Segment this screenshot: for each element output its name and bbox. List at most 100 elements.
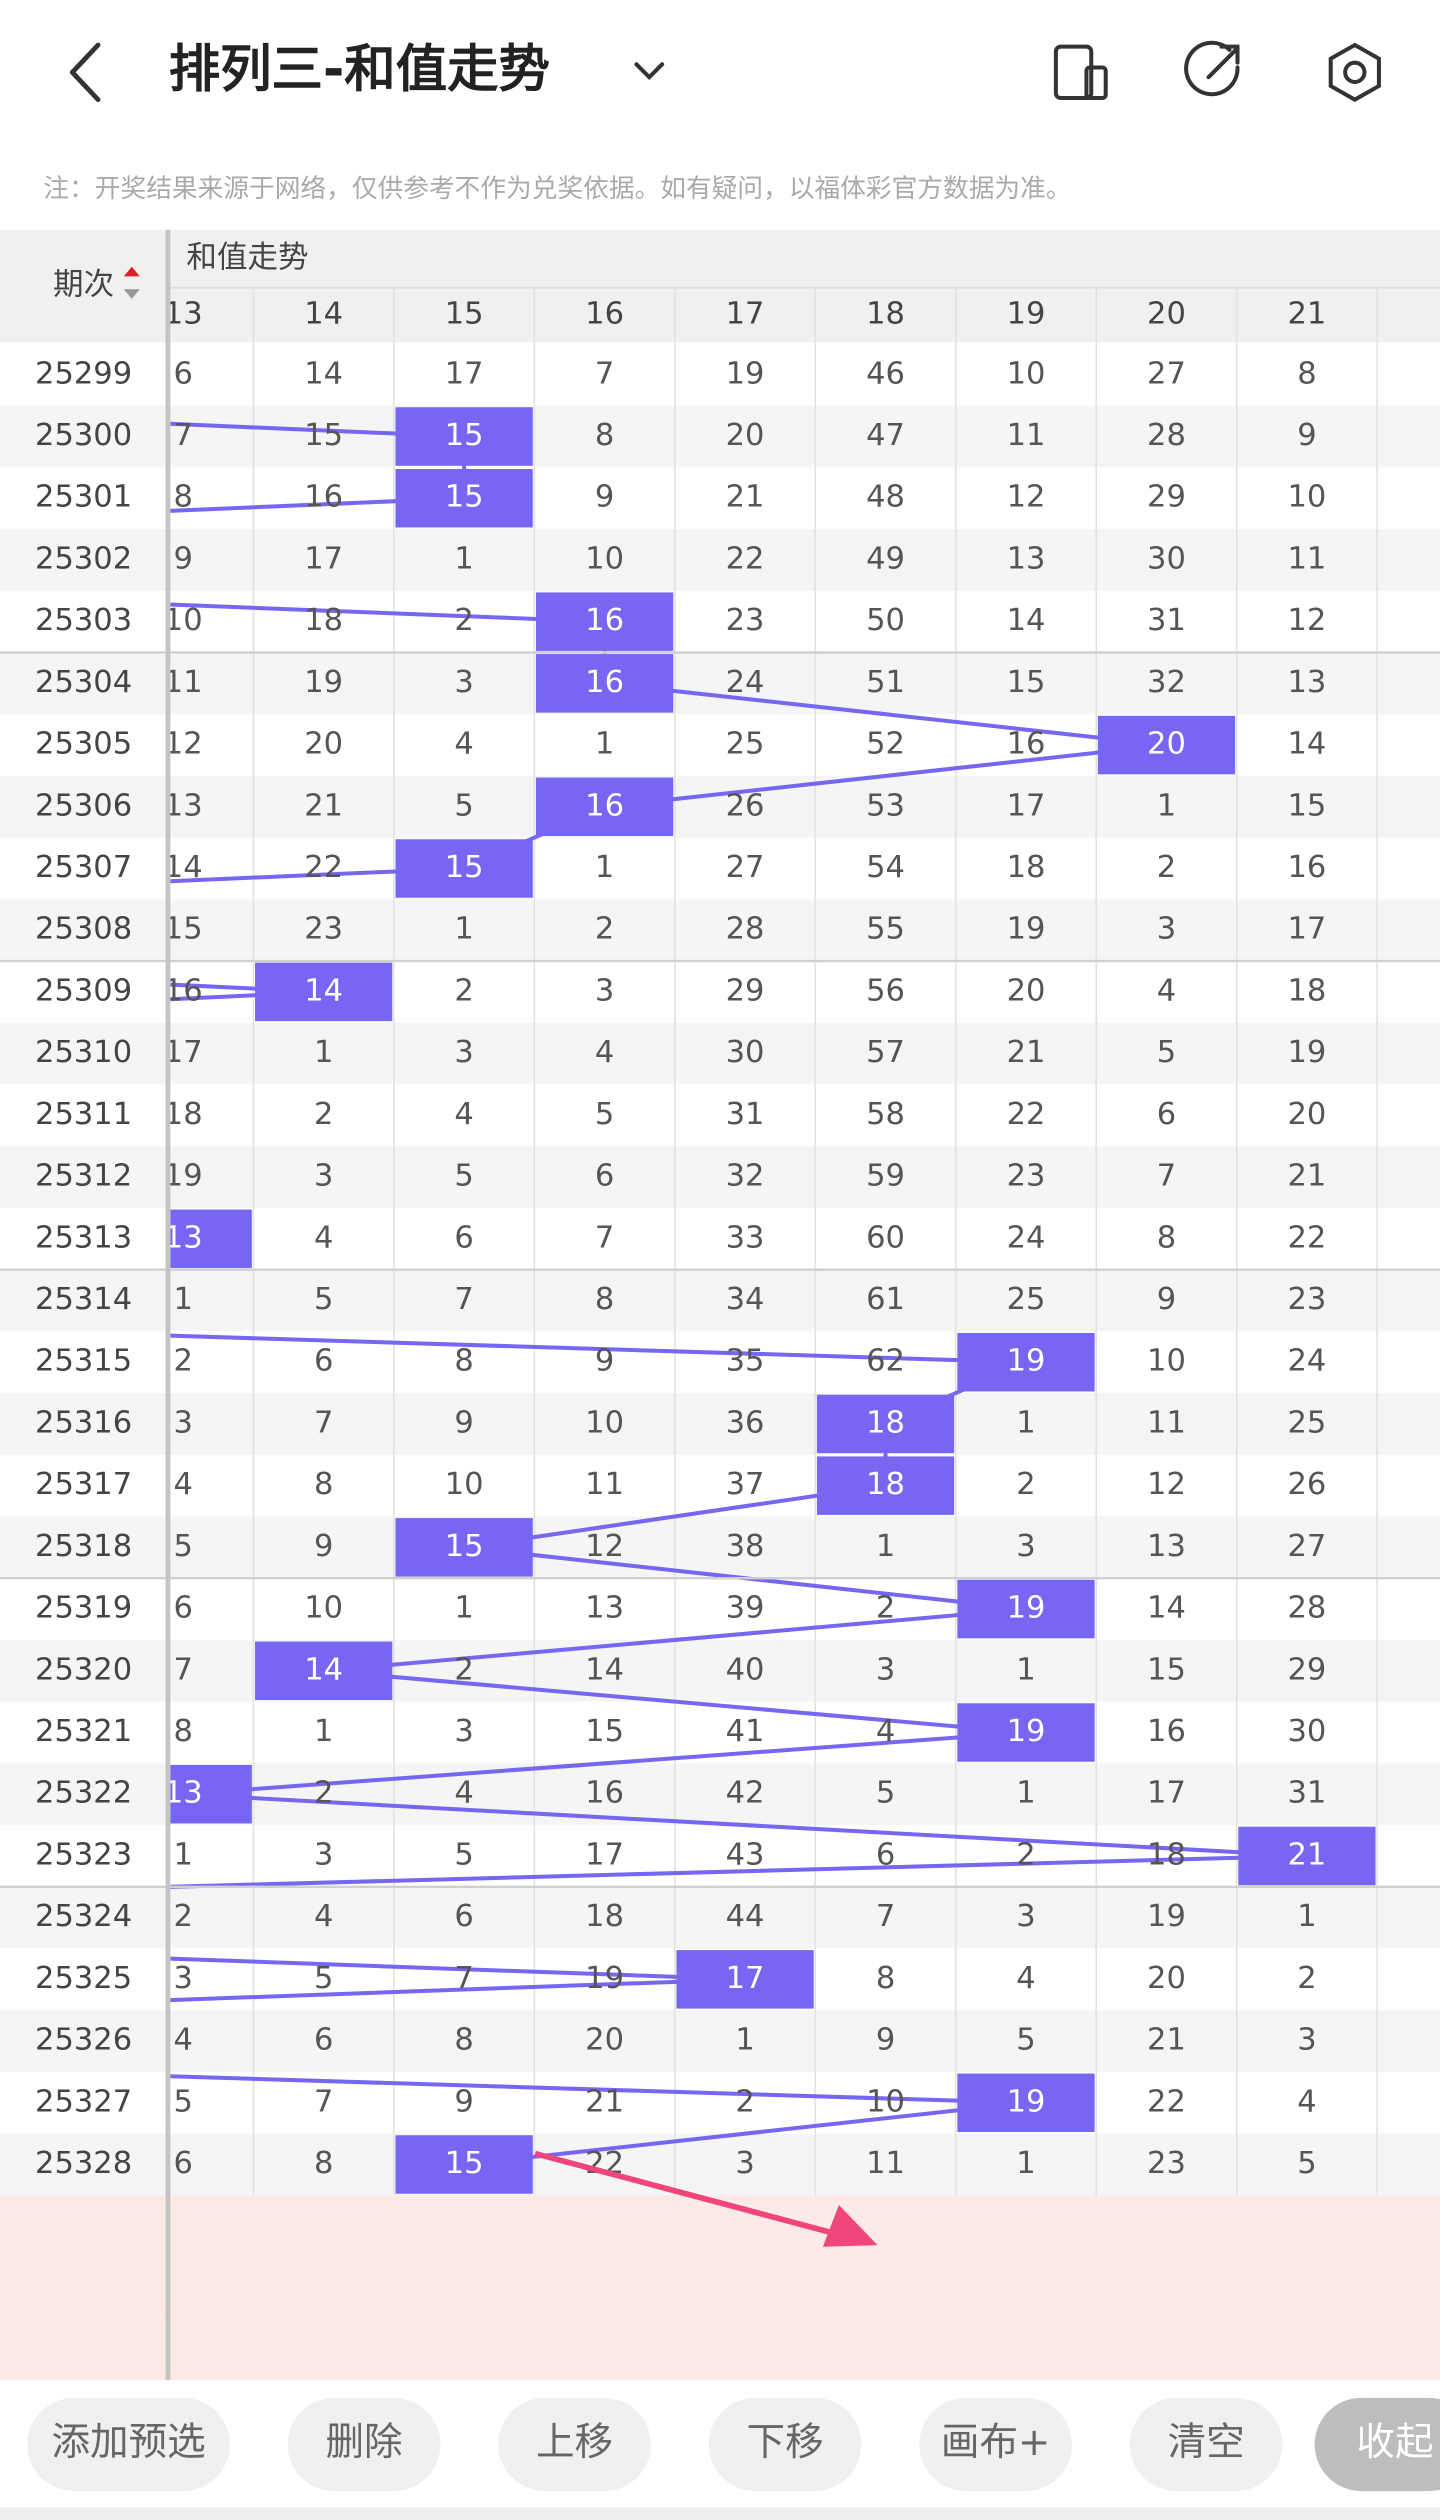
trend-segment [170,1333,1027,1365]
omission-value: 4 [1297,2084,1316,2119]
hit-value: 16 [585,788,624,823]
action-button[interactable] [1314,2397,1440,2492]
hit-cell [395,839,533,898]
omission-value: 3 [174,1961,193,1996]
action-button[interactable] [287,2397,441,2492]
hit-value: 20 [1147,727,1186,762]
omission-value: 10 [1288,480,1327,515]
omission-value: 5 [454,788,473,823]
omission-value: 1 [174,1282,193,1317]
omission-value: 4 [174,2023,193,2058]
omission-value: 58 [866,1097,905,1132]
button-label[interactable]: 下移 [747,2420,824,2465]
period: 25315 [35,1344,132,1379]
row-bg [0,1516,169,1579]
omission-value: 23 [1147,2146,1186,2181]
settings-icon[interactable] [1328,42,1381,102]
omission-value: 9 [595,480,614,515]
omission-value: 13 [1147,1529,1186,1564]
trend-segment [463,1483,886,1550]
omission-value: 8 [314,2146,333,2181]
hit-value: 17 [726,1961,765,1996]
omission-value: 30 [1288,1714,1327,1749]
omission-value: 2 [314,1097,333,1132]
hit-cell [957,1332,1095,1392]
trend-segment [170,421,465,439]
period: 25313 [35,1220,132,1255]
omission-value: 7 [314,2084,333,2119]
omission-value: 2 [1297,1961,1316,1996]
button-label[interactable]: 添加预选 [51,2420,205,2465]
period: 25324 [35,1899,132,1934]
omission-value: 47 [866,418,905,453]
table-body: 13 14 15 16 17 18 19 20 216 14 17 7 19 46 10 27 87 15 15 8 2… [0,229,1440,2381]
column-header: 14 [304,297,343,332]
button-label[interactable]: 收起 [1356,2420,1433,2465]
title-dropdown[interactable] [634,62,665,80]
data-area: 13 14 15 16 17 18 19 20 216 14 17 7 19 46 10 27 87 15 15 8 2… [164,287,1440,2381]
hit-value: 15 [445,480,484,515]
hit-value: 15 [445,418,484,453]
omission-value: 3 [876,1652,895,1687]
omission-value: 27 [1288,1529,1327,1564]
omission-value: 3 [1016,1529,1035,1564]
trend-segment [604,743,1167,809]
omission-value: 44 [726,1899,765,1934]
omission-value: 21 [1288,1159,1327,1194]
action-button[interactable] [1129,2397,1283,2492]
hit-cell [535,777,674,837]
trend-segment [170,866,465,884]
omission-value: 6 [595,1159,614,1194]
period: 25316 [35,1405,132,1440]
omission-value: 31 [726,1097,765,1132]
omission-value: 6 [876,1837,895,1872]
omission-value: 14 [164,850,203,885]
hit-value: 13 [164,1220,203,1255]
row-bg [170,1393,1440,1455]
row-bg [0,1269,169,1332]
omission-value: 11 [1147,1405,1186,1440]
omission-value: 24 [726,665,765,700]
button-label[interactable]: 画布+ [941,2420,1050,2465]
period: 25299 [35,356,132,391]
button-label[interactable]: 删除 [325,2420,402,2465]
omission-value: 7 [174,418,193,453]
omission-value: 8 [174,1714,193,1749]
omission-value: 1 [314,1714,333,1749]
action-button[interactable] [27,2397,230,2492]
period: 25307 [35,850,132,885]
trend-segment [170,602,605,624]
omission-value: 10 [866,2084,905,2119]
period: 25325 [35,1961,132,1996]
row-bg [0,529,169,591]
row-bg [0,775,169,838]
screen-icon[interactable] [1053,44,1108,101]
row-bg [0,2133,169,2196]
omission-value: 21 [1007,1035,1046,1070]
action-button[interactable] [919,2397,1072,2492]
omission-value: 40 [726,1652,765,1687]
trend-segment [170,2074,1027,2105]
action-button[interactable] [498,2397,651,2492]
hit-cell [1238,1826,1376,1886]
omission-value: 21 [726,480,765,515]
omission-value: 22 [1288,1220,1327,1255]
share-icon[interactable] [1184,40,1240,97]
omission-value: 32 [726,1159,765,1194]
omission-value: 62 [866,1344,905,1379]
omission-value: 5 [1157,1035,1176,1070]
page-title: 排列三-和值走势 [169,39,550,99]
back-button[interactable] [69,42,101,103]
column-header: 21 [1288,297,1327,332]
action-button[interactable] [708,2397,862,2492]
omission-value: 5 [1016,2023,1035,2058]
omission-value: 3 [454,665,473,700]
button-label[interactable]: 清空 [1168,2420,1245,2465]
omission-value: 4 [876,1714,895,1749]
button-label[interactable]: 上移 [536,2420,613,2465]
hit-value: 15 [445,1529,484,1564]
omission-value: 3 [454,1035,473,1070]
row-bg [170,2133,1440,2196]
period: 25305 [35,727,132,762]
period-header[interactable]: 期次 [53,268,114,303]
